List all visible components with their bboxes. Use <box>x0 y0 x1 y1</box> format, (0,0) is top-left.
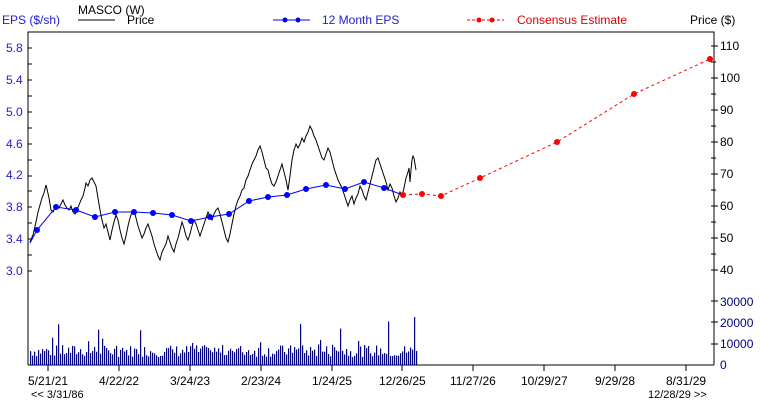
left-tick: 5.8 <box>6 41 23 55</box>
left-axis-ticks <box>28 47 32 272</box>
x-tick: 8/31/29 <box>666 374 707 388</box>
consensus-line <box>402 58 711 197</box>
company-title: MASCO (W) <box>78 3 145 17</box>
consensus-legend-line-icon <box>467 17 504 23</box>
left-tick: 3.4 <box>6 232 23 246</box>
x-tick: 12/26/25 <box>379 374 426 388</box>
price-legend-label: Price <box>127 13 155 27</box>
x-tick: 11/27/26 <box>450 374 496 388</box>
left-tick: 4.2 <box>6 168 23 182</box>
right-tick: 90 <box>720 103 734 117</box>
right-tick: 40 <box>720 263 734 277</box>
right-tick: 60 <box>720 199 734 213</box>
consensus-points <box>400 56 713 199</box>
price-line <box>29 124 417 262</box>
x-tick: 3/24/23 <box>170 374 211 388</box>
left-tick: 3.8 <box>6 200 23 214</box>
volume-tick: 0 <box>720 358 727 372</box>
left-tick: 4.6 <box>6 137 23 151</box>
eps-points <box>34 179 387 233</box>
price-axis-title: Price ($) <box>690 13 736 27</box>
x-tick: 9/29/28 <box>595 374 636 388</box>
x-axis-ticks <box>47 365 687 371</box>
right-tick: 70 <box>720 167 734 181</box>
left-tick: 5.0 <box>6 105 23 119</box>
volume-bars <box>30 317 418 365</box>
eps-axis-title: EPS ($/sh) <box>2 13 61 27</box>
eps-legend-label: 12 Month EPS <box>322 13 400 27</box>
x-tick: 10/29/27 <box>521 374 568 388</box>
volume-tick: 30000 <box>720 295 754 309</box>
right-tick: 50 <box>720 231 734 245</box>
x-tick: 4/22/22 <box>99 374 140 388</box>
right-tick: 110 <box>720 39 740 53</box>
right-tick: 100 <box>720 71 741 85</box>
left-tick: 3.0 <box>6 264 23 278</box>
consensus-legend-label: Consensus Estimate <box>517 13 628 27</box>
volume-tick: 10000 <box>720 337 754 351</box>
range-start-label: << 3/31/86 <box>31 389 84 401</box>
range-end-label: 12/28/29 >> <box>648 389 707 401</box>
right-axis-ticks <box>711 45 718 345</box>
left-tick: 5.4 <box>6 73 23 87</box>
right-tick: 80 <box>720 135 734 149</box>
x-tick: 2/23/24 <box>241 374 282 388</box>
x-tick: 5/21/21 <box>28 374 69 388</box>
x-tick: 1/24/25 <box>312 374 353 388</box>
plot-frame <box>27 31 715 365</box>
volume-tick: 20000 <box>720 316 754 330</box>
eps-legend-line-icon <box>273 17 310 23</box>
